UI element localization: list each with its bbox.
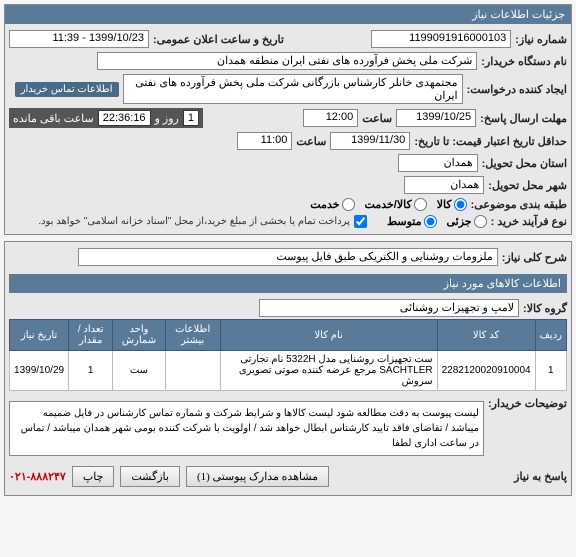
table-row: 1 2282120020910004 ست تجهیزات روشنایی مد… [10, 351, 567, 391]
back-button[interactable]: بازگشت [120, 466, 180, 487]
td-more [165, 351, 220, 391]
desc-label: شرح کلی نیاز: [502, 251, 567, 264]
phone-text: ۰۲۱-۸۸۸۲۴۷ [9, 470, 66, 483]
validity-date: 1399/11/30 [330, 132, 410, 150]
th-qty: تعداد / مقدار [69, 320, 113, 351]
th-unit: واحد شمارش [113, 320, 165, 351]
deadline-hour: 12:00 [303, 109, 358, 127]
group-label: گروه کالا: [523, 302, 567, 315]
td-date: 1399/10/29 [10, 351, 69, 391]
th-code: کد کالا [437, 320, 535, 351]
deadline-date: 1399/10/25 [396, 109, 476, 127]
creator-label: ایجاد کننده درخواست: [467, 83, 567, 96]
countdown-box: 1 روز و 22:36:16 ساعت باقی مانده [9, 108, 203, 128]
radio-goods-input[interactable] [454, 198, 467, 211]
radio-mid-input[interactable] [424, 215, 437, 228]
days-value: 1 [183, 110, 199, 126]
td-qty: 1 [69, 351, 113, 391]
items-header: اطلاعات کالاهای مورد نیاز [9, 274, 567, 293]
process-radio-group: جزئی متوسط [387, 215, 487, 228]
radio-goods[interactable]: کالا [437, 198, 467, 211]
payment-note-text: پرداخت تمام یا بخشی از مبلغ خرید،از محل … [38, 216, 350, 227]
payment-note[interactable]: پرداخت تمام یا بخشی از مبلغ خرید،از محل … [38, 215, 367, 228]
payment-checkbox[interactable] [354, 215, 367, 228]
table-header-row: ردیف کد کالا نام کالا اطلاعات بیشتر واحد… [10, 320, 567, 351]
desc-panel: شرح کلی نیاز: ملزومات روشنایی و الکتریکی… [4, 241, 572, 496]
days-label: روز و [155, 112, 179, 125]
radio-gs-input[interactable] [414, 198, 427, 211]
deadline-hour-label: ساعت [362, 112, 392, 125]
print-button[interactable]: چاپ [72, 466, 115, 487]
radio-mid[interactable]: متوسط [387, 215, 437, 228]
validity-hour: 11:00 [237, 132, 292, 150]
radio-goods-service[interactable]: کالا/خدمت [365, 198, 427, 211]
th-name: نام کالا [220, 320, 437, 351]
reply-label: پاسخ به نیاز [514, 470, 567, 483]
countdown-time: 22:36:16 [98, 110, 151, 126]
items-table: ردیف کد کالا نام کالا اطلاعات بیشتر واحد… [9, 319, 567, 391]
td-idx: 1 [535, 351, 566, 391]
group-field: لامپ و تجهیزات روشنائی [259, 299, 519, 317]
attachments-button[interactable]: مشاهده مدارک پیوستی (1) [186, 466, 329, 487]
footer-row: پاسخ به نیاز مشاهده مدارک پیوستی (1) باز… [9, 462, 567, 491]
process-label: نوع فرآیند خرید : [491, 215, 567, 228]
radio-service[interactable]: خدمت [310, 198, 354, 211]
desc-field: ملزومات روشنایی و الکتریکی طبق فایل پیوس… [78, 248, 498, 266]
remain-label: ساعت باقی مانده [13, 112, 94, 125]
th-more: اطلاعات بیشتر [165, 320, 220, 351]
td-unit: ست [113, 351, 165, 391]
panel-title: جزئیات اطلاعات نیاز [5, 5, 571, 24]
need-no-field: 1199091916000103 [371, 30, 511, 48]
creator-field: مجتمهدی خانلر کارشناس بازرگانی شرکت ملی … [123, 74, 463, 104]
td-name: ست تجهیزات روشنایی مدل 5322H نام تجارتی … [220, 351, 437, 391]
deadline-label: مهلت ارسال پاسخ: [480, 112, 567, 125]
validity-hour-label: ساعت [296, 135, 326, 148]
city-field: همدان [404, 176, 484, 194]
buyer-org-label: نام دستگاه خریدار: [481, 55, 567, 68]
city-label: شهر محل تحویل: [488, 179, 567, 192]
main-panel: جزئیات اطلاعات نیاز شماره نیاز: 11990919… [4, 4, 572, 235]
need-no-label: شماره نیاز: [515, 33, 567, 46]
radio-svc-input[interactable] [342, 198, 355, 211]
buyer-notes-label: توضیحات خریدار: [488, 397, 567, 410]
province-label: استان محل تحویل: [482, 157, 567, 170]
province-field: همدان [398, 154, 478, 172]
budget-radio-group: کالا کالا/خدمت خدمت [310, 198, 466, 211]
radio-low-input[interactable] [474, 215, 487, 228]
buyer-notes-box: لیست پیوست به دقت مطالعه شود لیست کالاها… [9, 401, 484, 456]
td-code: 2282120020910004 [437, 351, 535, 391]
budget-label: طبقه بندی موضوعی: [471, 198, 567, 211]
announce-label: تاریخ و ساعت اعلان عمومی: [153, 33, 284, 46]
th-idx: ردیف [535, 320, 566, 351]
announce-field: 1399/10/23 - 11:39 [9, 30, 149, 48]
contact-link[interactable]: اطلاعات تماس خریدار [15, 82, 119, 97]
buyer-org-field: شرکت ملی پخش فرآورده های نفتی ایران منطق… [97, 52, 477, 70]
th-date: تاریخ نیاز [10, 320, 69, 351]
radio-low[interactable]: جزئی [447, 215, 487, 228]
validity-label: حداقل تاریخ اعتبار قیمت: تا تاریخ: [414, 135, 567, 148]
